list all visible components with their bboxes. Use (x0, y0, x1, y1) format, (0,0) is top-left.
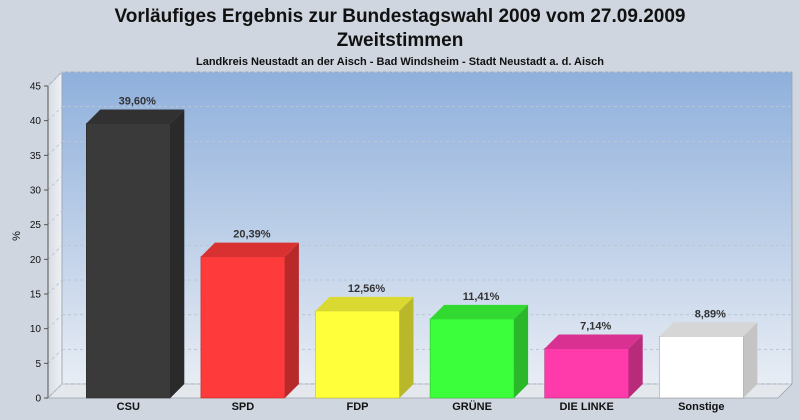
bar-top (659, 322, 758, 337)
y-tick-label: 0 (35, 394, 41, 405)
data-label: 12,56% (348, 283, 386, 295)
bar-side (628, 334, 643, 398)
bar-grüne: 11,41% (429, 291, 529, 399)
bar-front (86, 123, 171, 399)
data-label: 39,60% (119, 95, 157, 107)
bar-spd: 20,39% (200, 229, 299, 399)
y-tick-label: 25 (30, 220, 42, 231)
chart-subtitle-line: Zweitstimmen (337, 30, 464, 51)
x-tick-label: CSU (117, 401, 140, 413)
y-tick-label: 20 (30, 255, 42, 266)
bar-top (430, 304, 529, 319)
bar-front (658, 336, 744, 399)
data-label: 20,39% (233, 229, 271, 241)
bar-side (170, 109, 185, 398)
x-tick-label: DIE LINKE (559, 401, 613, 413)
bar-front (200, 256, 286, 399)
x-tick-label: SPD (232, 401, 255, 413)
bar-sonstige: 8,89% (658, 308, 758, 399)
bar-front (544, 348, 630, 399)
y-axis-label: % (11, 231, 23, 241)
chart-subtitle: Landkreis Neustadt an der Aisch - Bad Wi… (196, 56, 604, 68)
bar-front (429, 318, 515, 399)
chart-title: Vorläufiges Ergebnis zur Bundestagswahl … (115, 6, 686, 27)
x-axis: CSU SPD FDP GRÜNE DIE LINKE Sonstige (117, 400, 725, 413)
bar-front (315, 310, 400, 399)
x-tick-label: GRÜNE (452, 400, 492, 413)
bar-side (743, 322, 758, 398)
bar-side (284, 242, 299, 398)
data-label: 8,89% (695, 308, 726, 320)
y-tick-label: 40 (30, 116, 42, 127)
data-label: 11,41% (463, 291, 500, 303)
bar-top (86, 109, 185, 124)
y-tick-label: 10 (30, 324, 42, 335)
x-tick-label: FDP (347, 401, 369, 413)
y-tick-label: 15 (30, 290, 42, 301)
bar-fdp: 12,56% (315, 283, 414, 399)
x-tick-label: Sonstige (678, 401, 724, 413)
bar-die-linke: 7,14% (544, 320, 643, 399)
bar-side (399, 296, 414, 398)
y-axis: 0 5 10 15 20 25 30 35 40 45 (30, 82, 49, 405)
bar-side (514, 304, 529, 398)
bar-top (315, 296, 414, 311)
y-tick-label: 35 (30, 151, 42, 162)
y-tick-label: 5 (35, 359, 41, 370)
plot-left-wall (47, 71, 63, 399)
y-tick-label: 30 (30, 186, 42, 197)
bar-top (200, 242, 299, 257)
bars: 39,60% 20,39% 12,56% 11,41% 7,14% 8,89% (86, 95, 758, 399)
bar-csu: 39,60% (86, 95, 185, 399)
data-label: 7,14% (580, 320, 611, 332)
bar-top (544, 334, 643, 349)
y-tick-label: 45 (30, 82, 42, 93)
